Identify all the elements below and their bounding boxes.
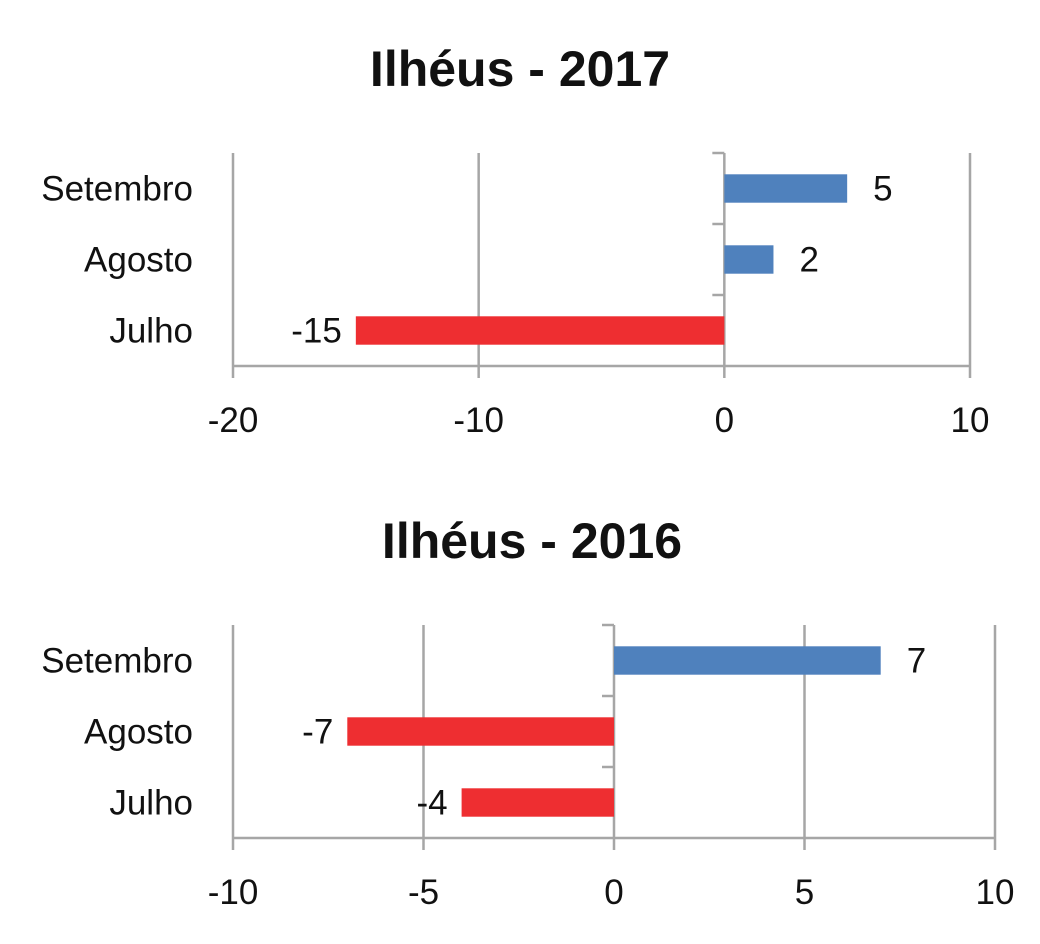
category-label: Julho <box>109 784 193 823</box>
category-label: Julho <box>109 312 193 351</box>
x-tick-label: -20 <box>208 401 259 440</box>
data-label: -15 <box>291 312 342 351</box>
chart-title: Ilhéus - 2016 <box>382 513 682 569</box>
chart-ilheus-2016: Ilhéus - 2016 -10 -5 0 5 10 Setembro 7 Agosto -7… <box>41 513 1014 912</box>
chart-ilheus-2017: Ilhéus - 2017 -20 -10 0 10 Setembro 5 Agosto 2 J… <box>41 41 989 440</box>
x-tick-label: 0 <box>715 401 734 440</box>
chart-title: Ilhéus - 2017 <box>370 41 670 97</box>
x-tick-label: -10 <box>453 401 504 440</box>
data-label: 5 <box>873 170 892 209</box>
bar-julho <box>461 788 614 817</box>
category-label: Agosto <box>84 241 193 280</box>
data-label: 7 <box>907 642 926 681</box>
bar-setembro <box>724 174 848 203</box>
category-label: Setembro <box>41 642 193 681</box>
bar-agosto <box>347 717 614 746</box>
x-tick-label: 0 <box>604 873 623 912</box>
data-label: 2 <box>799 241 818 280</box>
category-label: Agosto <box>84 713 193 752</box>
bar-setembro <box>614 646 881 675</box>
x-tick-label: -5 <box>408 873 439 912</box>
x-tick-label: -10 <box>208 873 259 912</box>
x-tick-label: 10 <box>951 401 990 440</box>
x-tick-label: 5 <box>795 873 814 912</box>
data-label: -7 <box>302 713 333 752</box>
category-label: Setembro <box>41 170 193 209</box>
bar-agosto <box>724 245 774 274</box>
data-label: -4 <box>416 784 447 823</box>
bar-julho <box>355 316 725 345</box>
x-tick-label: 10 <box>976 873 1015 912</box>
